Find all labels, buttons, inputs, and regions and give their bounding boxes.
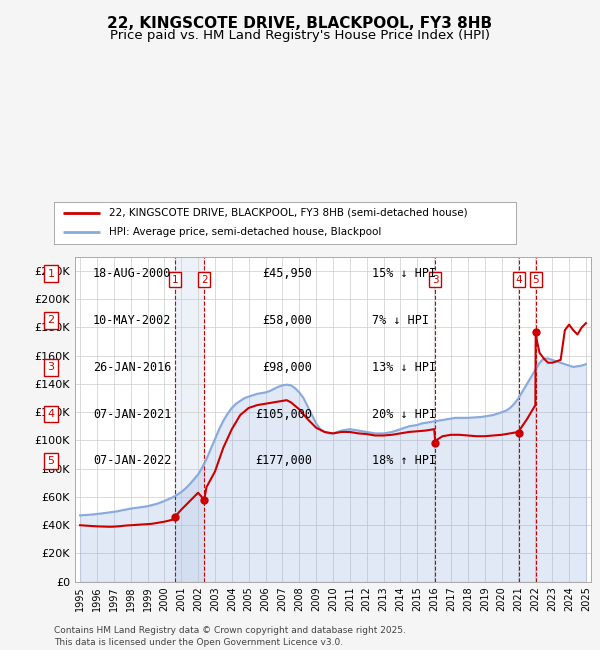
- Text: £177,000: £177,000: [255, 454, 312, 467]
- Text: 1: 1: [172, 274, 178, 285]
- Text: 2: 2: [201, 274, 208, 285]
- Text: 07-JAN-2021: 07-JAN-2021: [93, 408, 171, 421]
- Text: 3: 3: [47, 362, 55, 372]
- Text: 13% ↓ HPI: 13% ↓ HPI: [372, 361, 436, 374]
- Text: 26-JAN-2016: 26-JAN-2016: [93, 361, 171, 374]
- Text: 4: 4: [515, 274, 522, 285]
- Text: 18% ↑ HPI: 18% ↑ HPI: [372, 454, 436, 467]
- Text: Price paid vs. HM Land Registry's House Price Index (HPI): Price paid vs. HM Land Registry's House …: [110, 29, 490, 42]
- Text: 22, KINGSCOTE DRIVE, BLACKPOOL, FY3 8HB: 22, KINGSCOTE DRIVE, BLACKPOOL, FY3 8HB: [107, 16, 493, 31]
- Text: 18-AUG-2000: 18-AUG-2000: [93, 267, 171, 280]
- Text: HPI: Average price, semi-detached house, Blackpool: HPI: Average price, semi-detached house,…: [109, 227, 382, 237]
- Text: 20% ↓ HPI: 20% ↓ HPI: [372, 408, 436, 421]
- Text: 5: 5: [532, 274, 539, 285]
- Text: 1: 1: [47, 268, 55, 279]
- Text: 2: 2: [47, 315, 55, 326]
- Text: 15% ↓ HPI: 15% ↓ HPI: [372, 267, 436, 280]
- Text: 7% ↓ HPI: 7% ↓ HPI: [372, 314, 429, 327]
- Text: £98,000: £98,000: [262, 361, 312, 374]
- Text: Contains HM Land Registry data © Crown copyright and database right 2025.
This d: Contains HM Land Registry data © Crown c…: [54, 626, 406, 647]
- Text: 07-JAN-2022: 07-JAN-2022: [93, 454, 171, 467]
- Text: 5: 5: [47, 456, 55, 466]
- Text: £58,000: £58,000: [262, 314, 312, 327]
- Text: £105,000: £105,000: [255, 408, 312, 421]
- Text: 4: 4: [47, 409, 55, 419]
- Text: 22, KINGSCOTE DRIVE, BLACKPOOL, FY3 8HB (semi-detached house): 22, KINGSCOTE DRIVE, BLACKPOOL, FY3 8HB …: [109, 208, 468, 218]
- Text: £45,950: £45,950: [262, 267, 312, 280]
- Bar: [175, 257, 204, 582]
- Text: 10-MAY-2002: 10-MAY-2002: [93, 314, 171, 327]
- Text: 3: 3: [432, 274, 439, 285]
